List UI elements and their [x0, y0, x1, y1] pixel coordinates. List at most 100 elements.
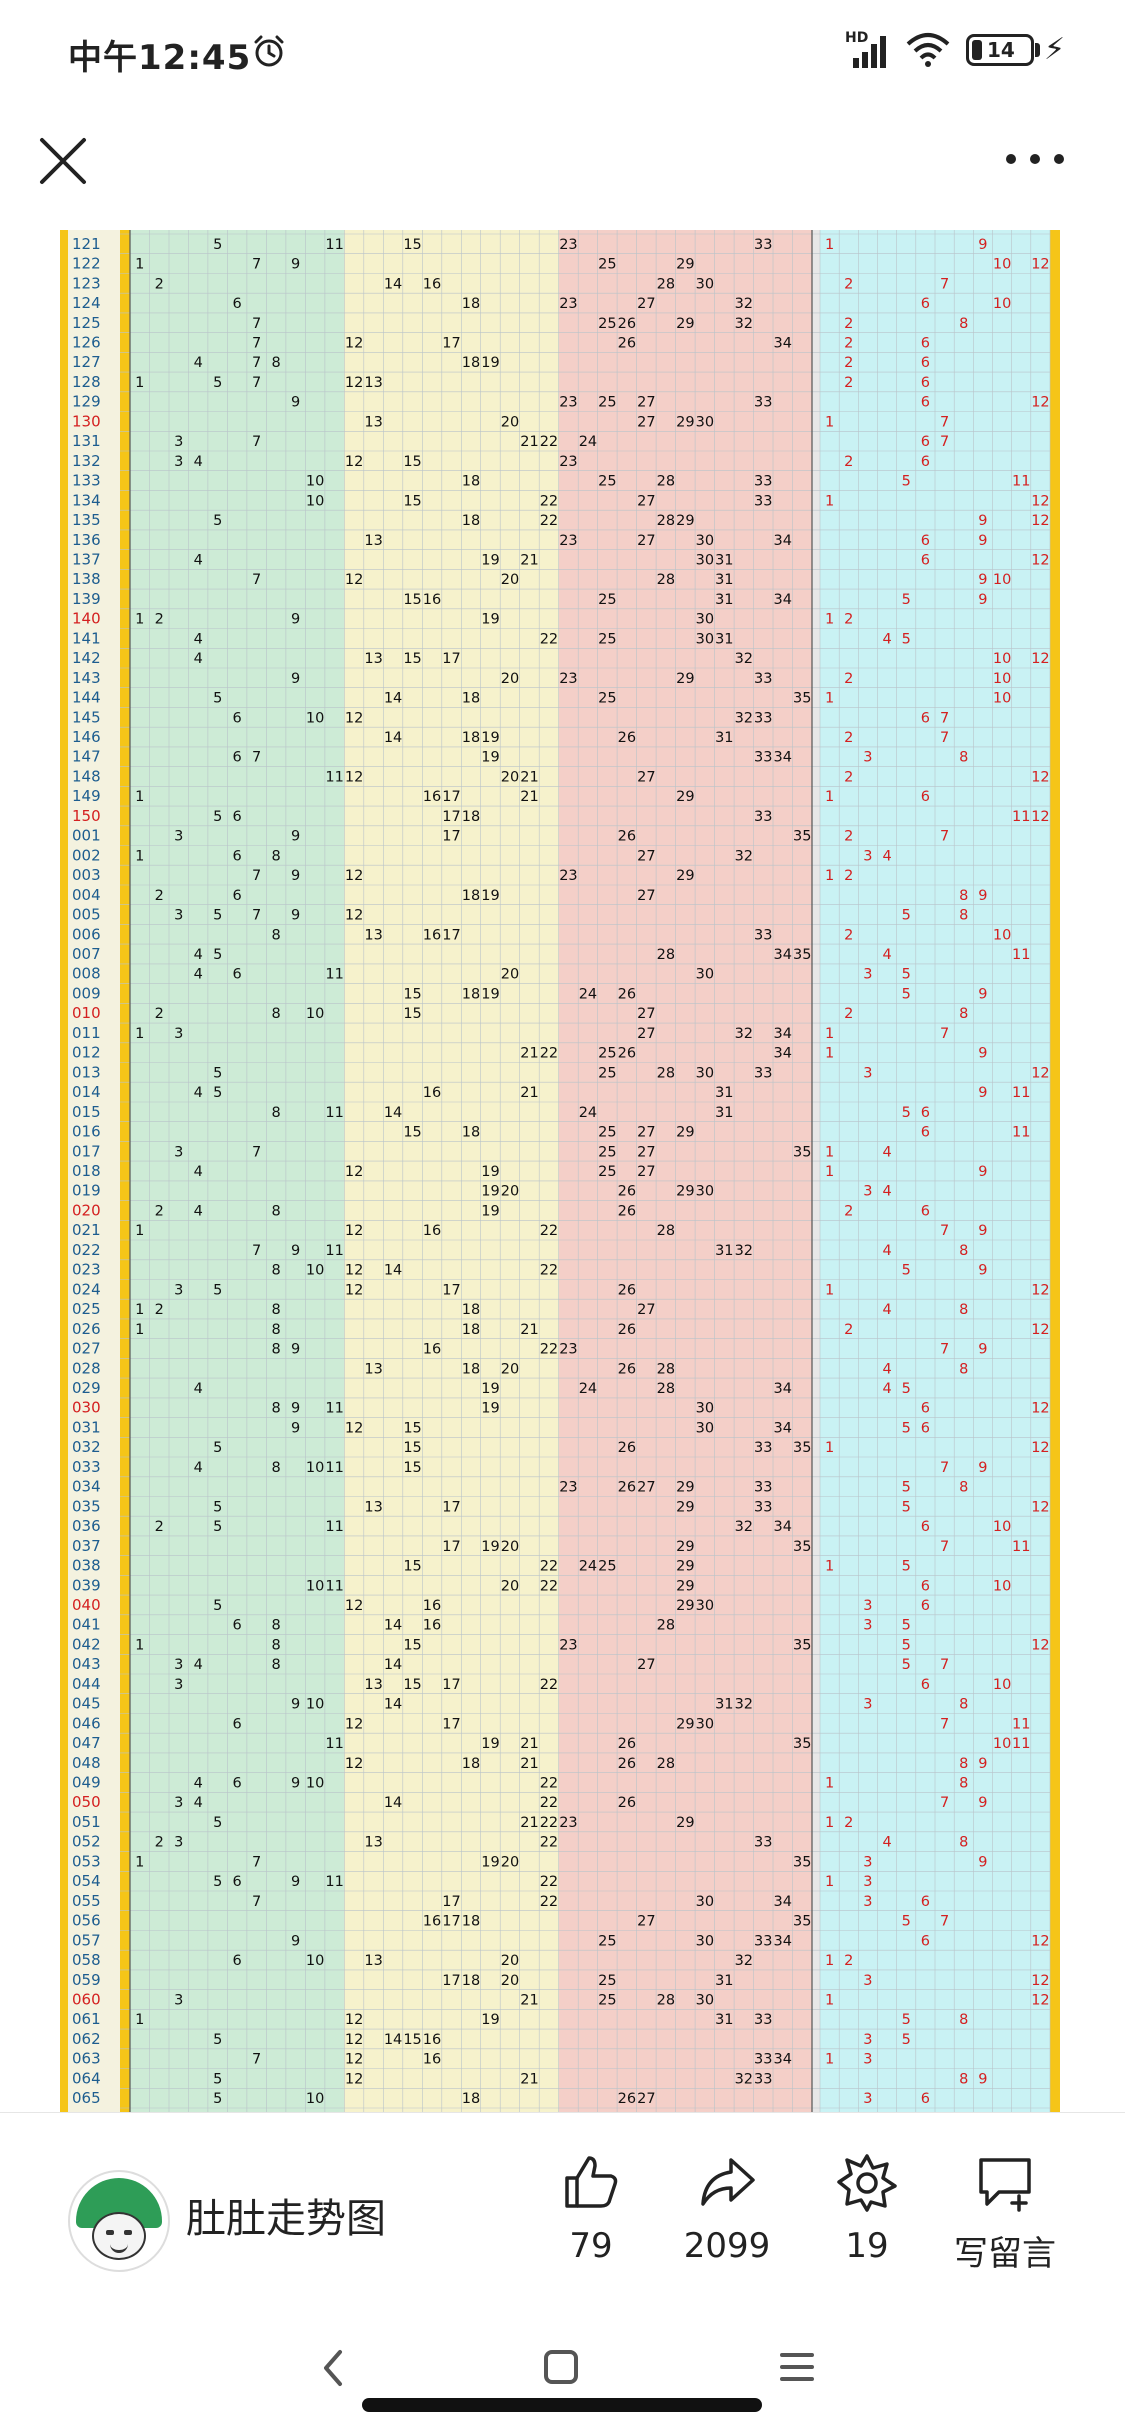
home-icon[interactable] [544, 2350, 578, 2384]
back-ball: 4 [882, 1184, 891, 1200]
more-icon[interactable] [1006, 150, 1066, 172]
gesture-bar[interactable] [362, 2398, 762, 2412]
issue-number: 006 [72, 925, 101, 943]
issue-number: 128 [72, 373, 101, 391]
front-ball: 16 [423, 1223, 441, 1239]
issue-number: 127 [72, 353, 101, 371]
issue-number: 028 [72, 1359, 101, 1377]
back-ball: 2 [844, 454, 853, 470]
front-ball: 1 [135, 1854, 144, 1870]
front-ball: 19 [481, 1164, 499, 1180]
issue-number: 036 [72, 1517, 101, 1535]
back-ball: 12 [1031, 1322, 1049, 1338]
back-ball: 8 [959, 888, 968, 904]
front-ball: 6 [233, 848, 242, 864]
issue-number: 017 [72, 1142, 101, 1160]
back-ball: 1 [825, 1874, 834, 1890]
author-name[interactable]: 肚肚走势图 [186, 2196, 386, 2242]
issue-number: 133 [72, 472, 101, 490]
front-ball: 3 [174, 1993, 183, 2009]
front-ball: 31 [715, 1243, 733, 1259]
back-ball: 2 [844, 829, 853, 845]
front-ball: 13 [364, 414, 382, 430]
back-ball: 9 [978, 237, 987, 253]
front-ball: 20 [501, 1539, 519, 1555]
issue-number: 004 [72, 886, 101, 904]
front-ball: 23 [559, 1342, 577, 1358]
front-ball: 18 [462, 730, 480, 746]
back-ball: 1 [825, 237, 834, 253]
front-ball: 25 [598, 257, 616, 273]
front-ball: 29 [676, 414, 694, 430]
front-ball: 32 [735, 848, 753, 864]
front-ball: 21 [520, 1815, 538, 1831]
issue-number: 053 [72, 1852, 101, 1870]
front-ball: 33 [754, 2012, 772, 2028]
back-ball: 6 [921, 710, 930, 726]
back-ball: 12 [1031, 1401, 1049, 1417]
front-ball: 26 [618, 1795, 636, 1811]
front-ball: 24 [579, 1559, 597, 1575]
front-ball: 25 [598, 1993, 616, 2009]
back-ball: 5 [902, 1914, 911, 1930]
back-ball: 5 [902, 592, 911, 608]
issue-number: 010 [72, 1004, 101, 1022]
back-ball: 9 [978, 1223, 987, 1239]
front-ball: 21 [520, 789, 538, 805]
back-ball: 12 [1031, 1973, 1049, 1989]
front-ball: 32 [735, 1243, 753, 1259]
front-ball: 27 [637, 414, 655, 430]
back-ball: 4 [882, 1835, 891, 1851]
wow-star-icon [837, 2154, 897, 2212]
front-ball: 15 [403, 1440, 421, 1456]
front-ball: 8 [272, 1401, 281, 1417]
back-ball: 3 [863, 1065, 872, 1081]
front-ball: 4 [194, 552, 203, 568]
front-ball: 25 [598, 631, 616, 647]
front-ball: 10 [306, 474, 324, 490]
front-ball: 5 [213, 947, 222, 963]
front-ball: 12 [345, 335, 363, 351]
front-ball: 32 [735, 1953, 753, 1969]
front-ball: 27 [637, 493, 655, 509]
front-ball: 35 [793, 829, 811, 845]
issue-number: 124 [72, 294, 101, 312]
author-avatar[interactable] [68, 2170, 170, 2272]
front-ball: 21 [520, 1756, 538, 1772]
back-icon[interactable] [318, 2348, 348, 2388]
issue-number: 033 [72, 1458, 101, 1476]
back-ball: 1 [825, 414, 834, 430]
front-ball: 33 [754, 1065, 772, 1081]
front-ball: 8 [272, 848, 281, 864]
front-ball: 4 [194, 947, 203, 963]
front-ball: 21 [520, 1322, 538, 1338]
back-ball: 12 [1031, 769, 1049, 785]
menu-icon[interactable] [780, 2350, 814, 2384]
back-ball: 11 [1012, 1736, 1030, 1752]
issue-number: 024 [72, 1280, 101, 1298]
back-ball: 10 [993, 1736, 1011, 1752]
front-ball: 23 [559, 237, 577, 253]
issue-number: 049 [72, 1774, 101, 1792]
back-ball: 9 [978, 592, 987, 608]
front-ball: 18 [462, 888, 480, 904]
front-ball: 3 [174, 1026, 183, 1042]
share-button[interactable]: 2099 [662, 2152, 792, 2282]
front-ball: 12 [345, 572, 363, 588]
comment-label: 写留言 [954, 2234, 1056, 2274]
comment-button[interactable]: 写留言 [940, 2152, 1070, 2282]
front-ball: 19 [481, 750, 499, 766]
like-button[interactable]: 79 [526, 2152, 656, 2282]
front-ball: 1 [135, 2012, 144, 2028]
back-ball: 12 [1031, 1282, 1049, 1298]
favorite-button[interactable]: 19 [802, 2152, 932, 2282]
back-ball: 8 [959, 1361, 968, 1377]
issue-number: 016 [72, 1123, 101, 1141]
back-ball: 11 [1012, 1125, 1030, 1141]
close-icon[interactable] [36, 134, 90, 188]
front-ball: 12 [345, 454, 363, 470]
front-ball: 11 [325, 1874, 343, 1890]
front-ball: 7 [252, 257, 261, 273]
front-ball: 1 [135, 1302, 144, 1318]
front-ball: 6 [233, 1776, 242, 1792]
